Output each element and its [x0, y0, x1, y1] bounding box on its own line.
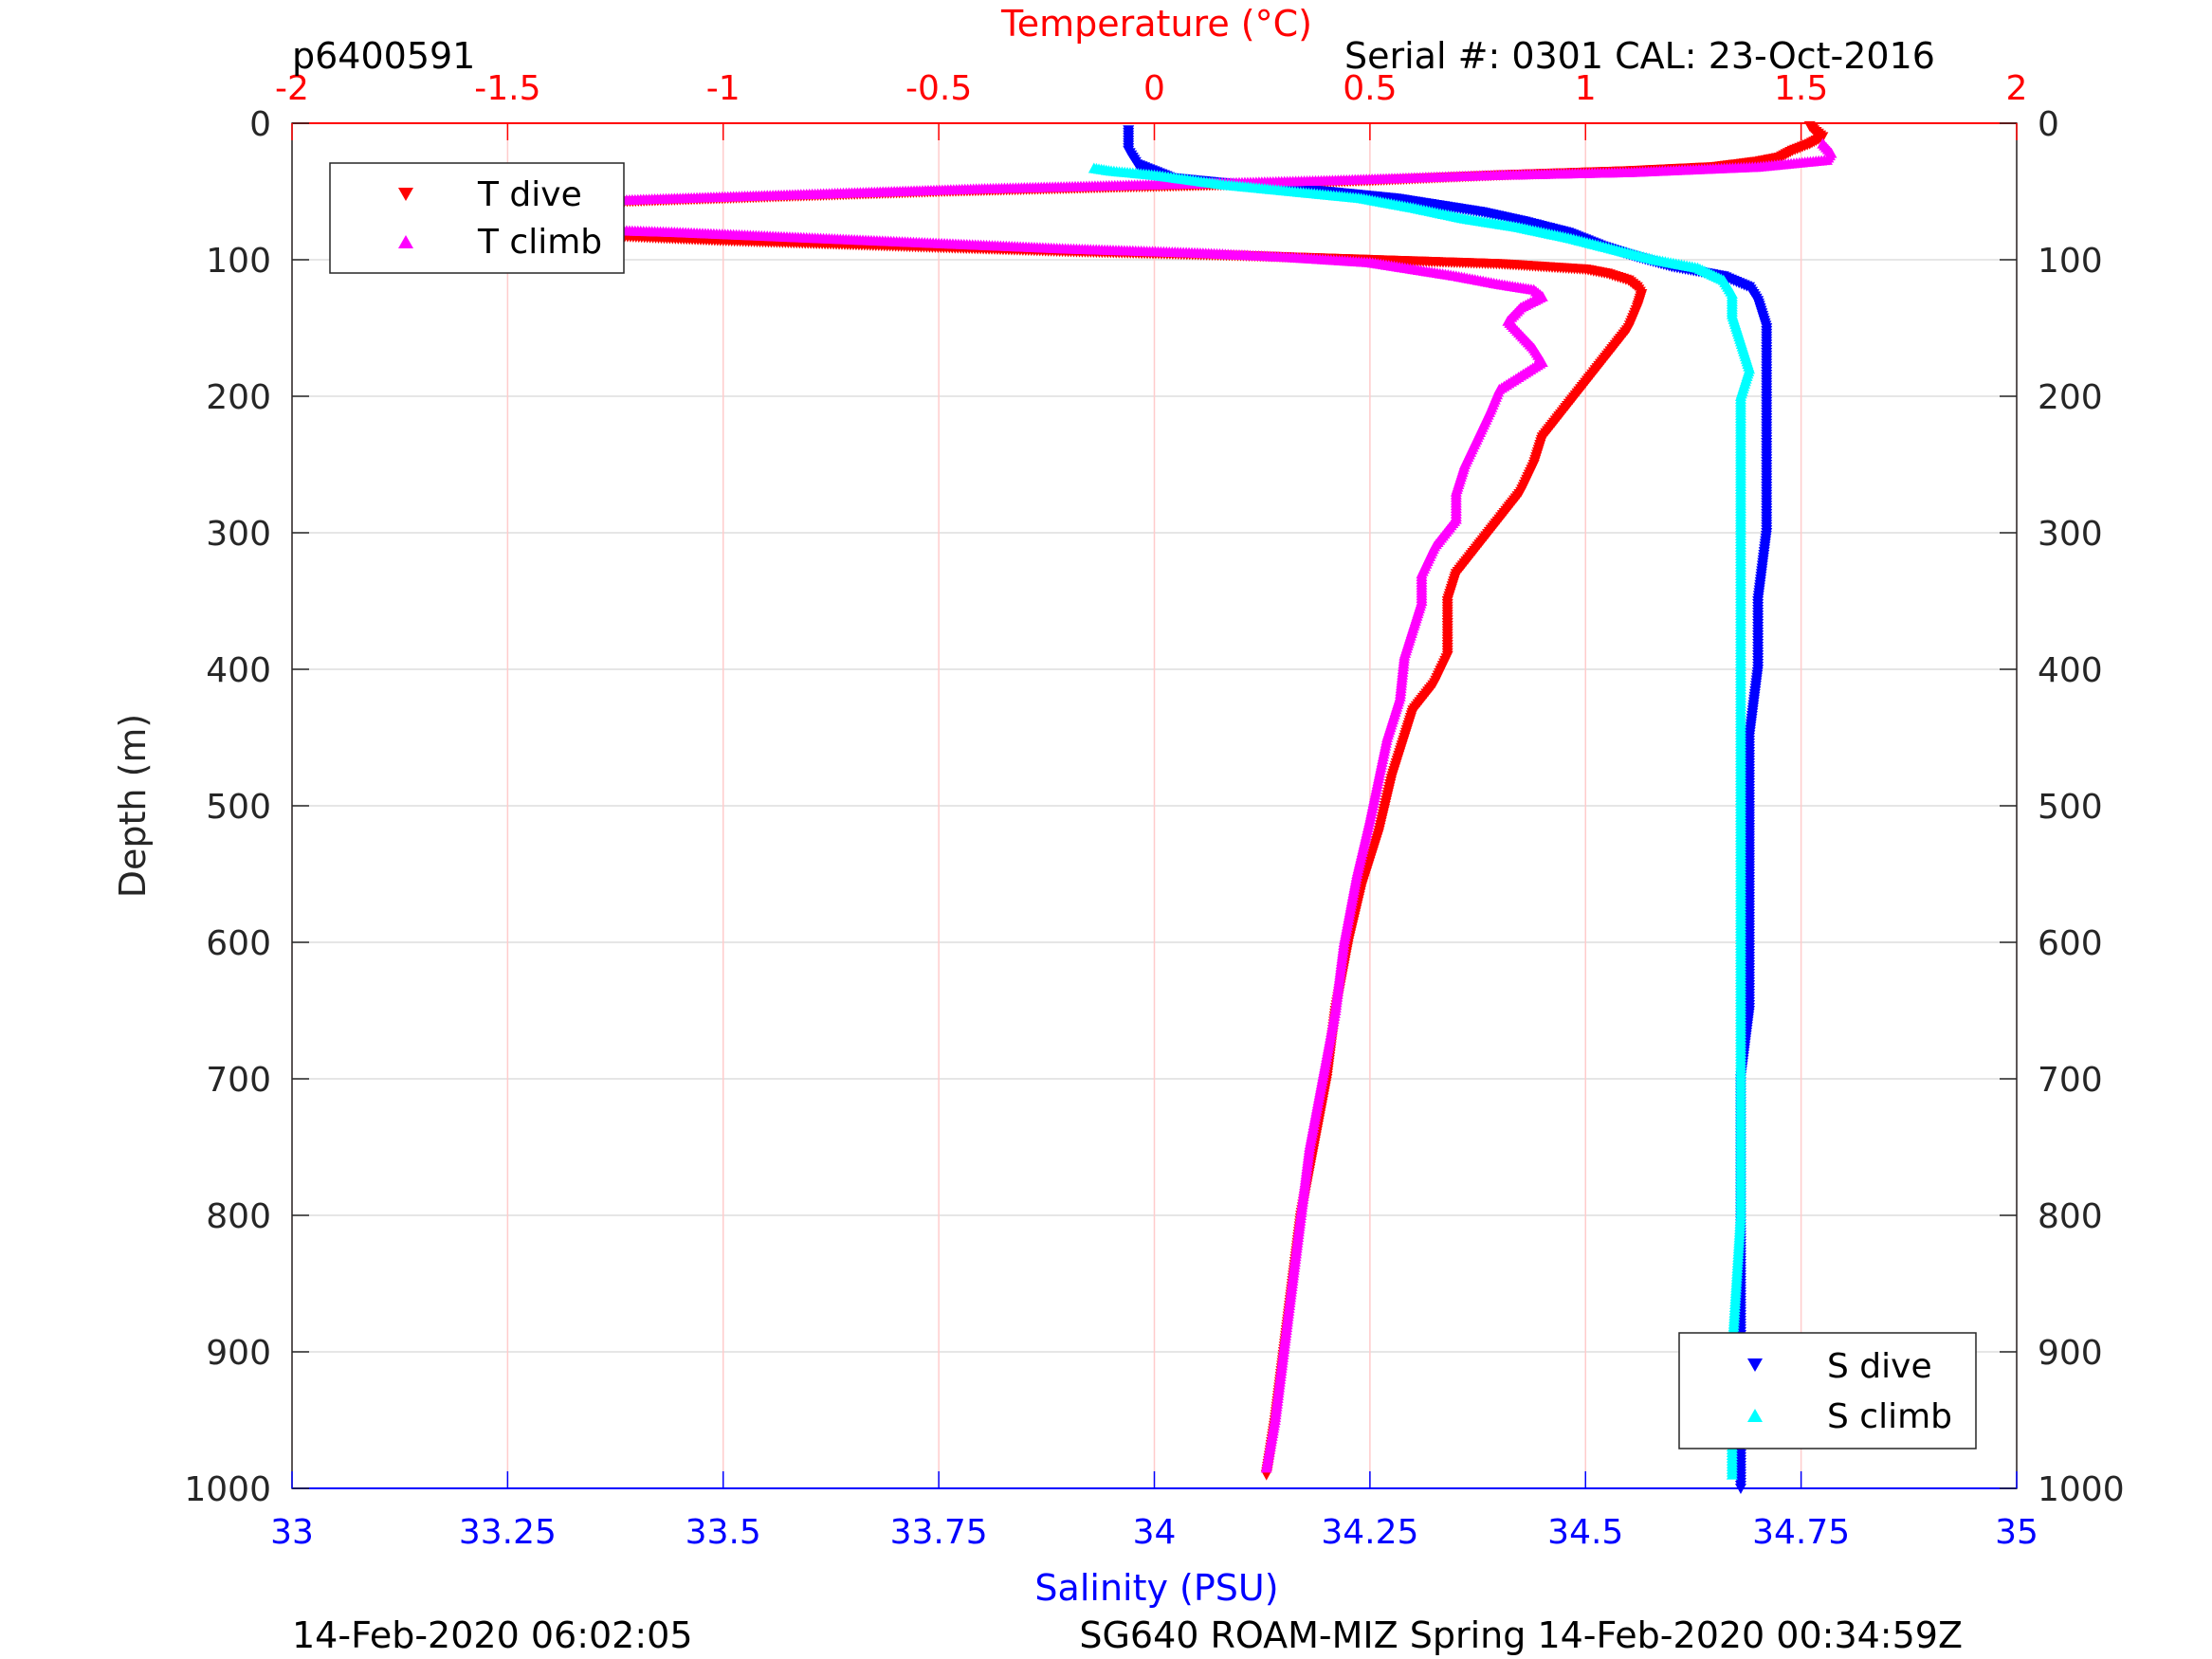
salinity-tick-label: 34 — [1133, 1513, 1177, 1552]
depth-tick-label-right: 200 — [2038, 378, 2103, 417]
depth-axis-title: Depth (m) — [112, 714, 154, 899]
legend-salinity-box — [1678, 1332, 1977, 1449]
serial-cal-info: Serial #: 0301 CAL: 23-Oct-2016 — [1344, 35, 1935, 77]
depth-tick-label-right: 400 — [2038, 651, 2103, 690]
salinity-tick-label: 33.75 — [890, 1513, 988, 1552]
salinity-tick-label: 33.25 — [459, 1513, 557, 1552]
depth-tick-label-right: 700 — [2038, 1061, 2103, 1100]
legend-t-climb-marker — [398, 235, 413, 248]
data-point — [1260, 1462, 1272, 1473]
depth-tick-label-left: 0 — [249, 105, 271, 144]
data-series — [424, 120, 1837, 1494]
depth-tick-label-left: 900 — [206, 1334, 271, 1373]
depth-tick-label-right: 1000 — [2038, 1470, 2125, 1509]
temperature-tick-label: 1.5 — [1774, 69, 1828, 108]
legend-salinity: S dive S climb — [1678, 1332, 1977, 1449]
legend-s-climb-label: S climb — [1827, 1397, 1952, 1436]
depth-tick-label-left: 400 — [206, 651, 271, 690]
depth-tick-label-right: 600 — [2038, 924, 2103, 963]
salinity-tick-label: 34.25 — [1321, 1513, 1418, 1552]
legend-s-climb-marker — [1747, 1409, 1763, 1422]
data-point — [1726, 1468, 1738, 1480]
salinity-tick-label: 33 — [270, 1513, 314, 1552]
profile-id: p6400591 — [292, 35, 475, 77]
temperature-tick-label: 2 — [2006, 69, 2028, 108]
axis-ticks: 0 0 100 100 200 200 300 300 400 400 500 500 600 600 70… — [184, 69, 2124, 1552]
temperature-tick-label: -2 — [275, 69, 309, 108]
footer-mission-info: SG640 ROAM-MIZ Spring 14-Feb-2020 00:34:… — [1079, 1614, 1963, 1656]
temperature-tick-label: 0 — [1143, 69, 1165, 108]
legend-t-dive-marker — [398, 188, 413, 201]
salinity-tick-label: 34.75 — [1752, 1513, 1850, 1552]
salinity-axis-title: Salinity (PSU) — [1034, 1567, 1278, 1609]
legend-t-dive-label: T dive — [477, 175, 582, 214]
depth-tick-label-left: 500 — [206, 788, 271, 827]
depth-tick-label-right: 800 — [2038, 1197, 2103, 1236]
depth-tick-label-left: 200 — [206, 378, 271, 417]
depth-tick-label-left: 1000 — [184, 1470, 271, 1509]
depth-tick-label-left: 800 — [206, 1197, 271, 1236]
legend-temperature-box — [329, 162, 625, 274]
legend-t-climb-label: T climb — [477, 223, 602, 262]
temperature-tick-label: -1.5 — [474, 69, 540, 108]
legend-s-dive-marker — [1747, 1358, 1763, 1372]
footer-timestamp: 14-Feb-2020 06:02:05 — [292, 1614, 693, 1656]
depth-tick-label-right: 900 — [2038, 1334, 2103, 1373]
depth-tick-label-left: 300 — [206, 515, 271, 554]
depth-tick-label-left: 100 — [206, 242, 271, 281]
temperature-tick-label: -0.5 — [905, 69, 972, 108]
legend-s-dive-label: S dive — [1827, 1347, 1932, 1386]
depth-tick-label-right: 100 — [2038, 242, 2103, 281]
temperature-tick-label: 0.5 — [1343, 69, 1397, 108]
depth-tick-label-left: 600 — [206, 924, 271, 963]
salinity-tick-label: 33.5 — [686, 1513, 761, 1552]
depth-tick-label-right: 300 — [2038, 515, 2103, 554]
salinity-tick-label: 34.5 — [1547, 1513, 1623, 1552]
salinity-tick-label: 35 — [1995, 1513, 2038, 1552]
depth-tick-label-left: 700 — [206, 1061, 271, 1100]
temperature-axis-title: Temperature (°C) — [1000, 3, 1312, 45]
depth-tick-label-right: 0 — [2038, 105, 2059, 144]
legend-temperature: T dive T climb — [329, 162, 625, 274]
temperature-tick-label: 1 — [1575, 69, 1597, 108]
temperature-tick-label: -1 — [706, 69, 740, 108]
depth-tick-label-right: 500 — [2038, 788, 2103, 827]
